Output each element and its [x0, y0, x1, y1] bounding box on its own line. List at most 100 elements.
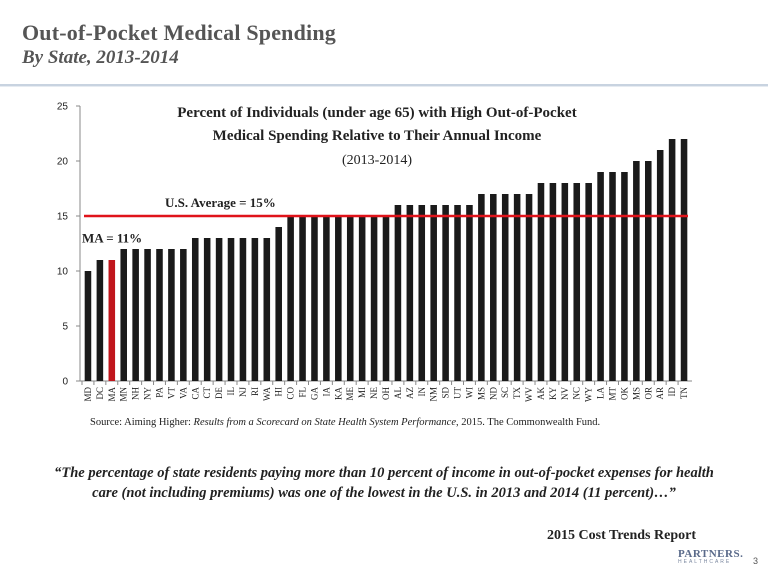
y-tick-label: 5 [62, 322, 68, 333]
x-tick-label: MD [83, 387, 93, 402]
bar-ms [633, 161, 640, 381]
x-tick-label: OR [643, 387, 653, 400]
x-tick-label: NC [572, 387, 582, 400]
us-average-label: U.S. Average = 15% [165, 195, 276, 210]
bar-mi [358, 216, 366, 381]
slide-title: Out-of-Pocket Medical Spending [22, 20, 336, 45]
chart-title-line: Medical Spending Relative to Their Annua… [213, 128, 542, 144]
x-tick-label: NJ [238, 387, 248, 397]
x-tick-label: KY [548, 387, 558, 400]
x-tick-label: IL [226, 387, 236, 396]
x-tick-label: CA [190, 387, 200, 400]
title-divider [0, 84, 768, 86]
bar-wy [585, 183, 592, 381]
x-tick-label: TN [679, 387, 689, 399]
bar-ut [454, 205, 461, 381]
x-tick-label: IA [321, 387, 331, 397]
source-note: Source: Aiming Higher: Results from a Sc… [90, 416, 670, 430]
x-tick-label: PA [154, 387, 164, 398]
report-quote: “The percentage of state residents payin… [54, 465, 714, 501]
bar-co [287, 216, 294, 381]
bar-nm [430, 205, 437, 381]
bar-tx [513, 194, 521, 381]
x-tick-label: HI [274, 387, 284, 397]
ma-label: MA = 11% [82, 230, 142, 245]
bar-in [418, 205, 426, 381]
x-tick-label: WI [464, 387, 474, 399]
bar-dc [96, 260, 104, 381]
x-tick-label: VA [178, 387, 188, 399]
bar-fl [299, 216, 306, 381]
y-tick-label: 25 [57, 102, 69, 113]
x-tick-label: AK [536, 387, 546, 400]
bar-il [227, 238, 235, 381]
x-tick-label: VT [166, 387, 176, 399]
bar-ma [108, 260, 116, 381]
x-tick-label: ND [488, 387, 498, 400]
bar-al [394, 205, 402, 381]
page-number: 3 [752, 556, 758, 566]
bar-md [84, 271, 92, 381]
y-tick-label: 0 [62, 377, 68, 388]
x-tick-label: NE [369, 387, 379, 399]
bar-nh [132, 249, 139, 381]
bar-ri [251, 238, 259, 381]
chart-title-line: (2013-2014) [342, 153, 412, 168]
report-name: 2015 Cost Trends Report [547, 528, 696, 543]
x-tick-label: ME [345, 386, 355, 400]
bar-or [644, 161, 652, 381]
bar-nv [561, 183, 569, 381]
x-tick-label: WA [262, 387, 272, 401]
bar-nj [239, 238, 247, 381]
source-suffix: , 2015. The Commonwealth Fund. [455, 417, 601, 428]
y-tick-label: 10 [57, 267, 69, 278]
bar-wv [525, 194, 533, 381]
x-tick-label: WV [524, 387, 534, 402]
bar-de [215, 238, 223, 381]
bar-oh [382, 216, 390, 381]
bar-ne [370, 216, 378, 381]
bar-nd [490, 194, 497, 381]
chart-title-line: Percent of Individuals (under age 65) wi… [177, 105, 576, 121]
bar-ok [621, 172, 628, 381]
x-tick-label: MN [119, 387, 129, 402]
bar-sd [442, 205, 449, 381]
bar-va [180, 249, 187, 381]
bar-ga [311, 216, 318, 381]
logo-subtext: HEALTHCARE [678, 559, 732, 565]
y-tick-label: 20 [57, 157, 69, 168]
x-tick-label: FL [298, 387, 308, 398]
bar-az [406, 205, 414, 381]
x-tick-label: LA [596, 387, 606, 399]
x-tick-label: DE [214, 387, 224, 399]
bar-ka [335, 216, 342, 381]
y-tick-label: 15 [57, 212, 69, 223]
x-tick-label: CO [286, 387, 296, 400]
bar-chart: 0 5 10 15 20 25 MD DC MA MN NH NY PA VT VA CA CT DE IL NJ RI… [57, 102, 692, 402]
x-tick-label: WY [584, 387, 594, 402]
bar-vt [168, 249, 175, 381]
bar-sc [501, 194, 509, 381]
x-tick-label: GA [309, 387, 319, 400]
x-tick-label: DC [95, 387, 105, 400]
source-prefix: Source: Aiming Higher: [90, 417, 194, 428]
x-tick-label: UT [453, 387, 463, 399]
x-tick-label: OK [619, 387, 629, 400]
x-tick-label: AZ [405, 387, 415, 399]
bar-mt [609, 172, 616, 381]
bar-ak [537, 183, 545, 381]
bar-ca [191, 238, 199, 381]
x-tick-label: KA [333, 387, 343, 400]
x-tick-label: NM [429, 387, 439, 402]
x-tick-label: MI [357, 387, 367, 398]
x-tick-label: MS [631, 387, 641, 400]
bar-la [597, 172, 604, 381]
bar-id [668, 139, 676, 381]
x-tick-label: SC [500, 387, 510, 398]
bar-me [346, 216, 354, 381]
bar-ar [656, 150, 664, 381]
bar-ky [549, 183, 557, 381]
x-tick-label: NH [131, 387, 141, 400]
bar-ms [478, 194, 485, 381]
bar-mn [120, 249, 128, 381]
